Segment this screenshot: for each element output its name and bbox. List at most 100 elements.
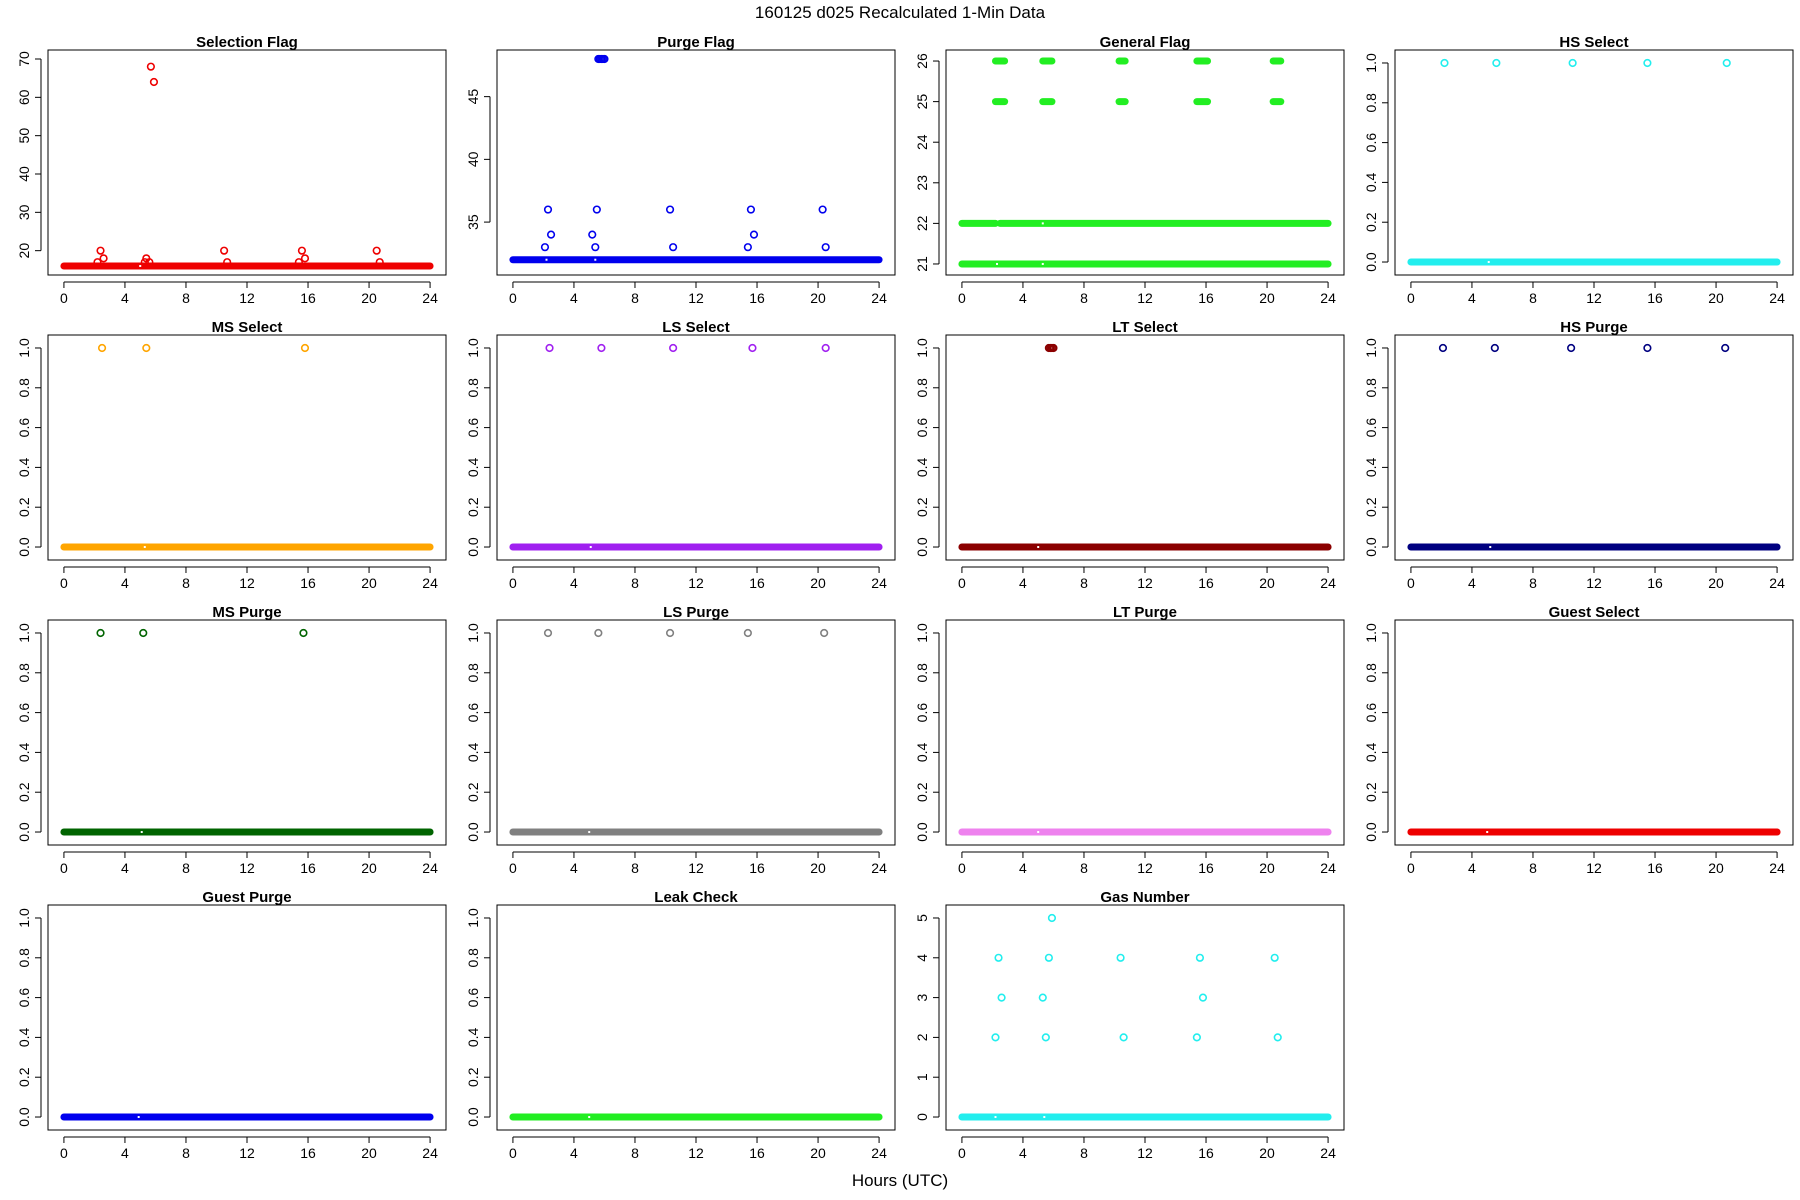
y-tick-label: 0.4 (16, 457, 32, 477)
data-point (142, 343, 151, 353)
data-point (1116, 953, 1125, 962)
data-point (748, 343, 757, 353)
x-tick-label: 20 (810, 290, 826, 306)
x-tick-label: 0 (509, 290, 517, 306)
x-tick-label: 16 (1198, 1145, 1214, 1161)
data-point (543, 205, 553, 214)
x-tick-label: 20 (361, 1145, 377, 1161)
x-tick-label: 16 (300, 575, 316, 591)
y-tick-label: 0.8 (16, 663, 32, 683)
x-tick-label: 12 (1137, 1145, 1153, 1161)
x-tick-label: 8 (1529, 860, 1537, 876)
y-tick-label: 0.4 (465, 457, 481, 477)
x-tick-label: 24 (1769, 860, 1785, 876)
y-tick-label: 0.6 (16, 418, 32, 438)
data-point (294, 258, 303, 267)
chart-panel: LT Select 0 4 8 12 16 20 24 0.0 0.2 0.4 0.6 0.8 1.0 (914, 319, 1345, 591)
x-tick-label: 8 (1529, 290, 1537, 306)
panel-title: Gas Number (1100, 889, 1189, 906)
chart-panel: Purge Flag 0 4 8 12 16 20 24 35 40 45 (465, 34, 896, 306)
x-tick-label: 24 (1769, 290, 1785, 306)
y-tick-label: 0.2 (16, 497, 32, 517)
y-tick-label: 1.0 (16, 338, 32, 358)
data-point (1273, 1033, 1282, 1042)
y-tick-label: 5 (914, 914, 930, 922)
y-tick-label: 0.4 (465, 742, 481, 762)
y-tick-label: 26 (914, 53, 930, 69)
chart-panel: MS Select 0 4 8 12 16 20 24 0.0 0.2 0.4 0.6 0.8 1.0 (16, 319, 447, 591)
x-tick-label: 4 (1468, 860, 1476, 876)
data-point (818, 205, 827, 214)
x-tick-label: 16 (300, 860, 316, 876)
x-tick-label: 16 (749, 860, 765, 876)
plot-frame (1394, 49, 1794, 276)
data-point (297, 246, 307, 255)
data-point (669, 343, 678, 353)
x-tick-label: 12 (1137, 290, 1153, 306)
y-tick-label: 2 (914, 1033, 930, 1041)
x-tick-label: 0 (1407, 860, 1415, 876)
data-point (99, 254, 108, 263)
x-tick-label: 8 (182, 1145, 190, 1161)
x-tick-label: 20 (361, 290, 377, 306)
x-tick-label: 24 (871, 860, 887, 876)
x-tick-label: 8 (182, 290, 190, 306)
data-point (375, 258, 384, 267)
chart-panel: Guest Purge 0 4 8 12 16 20 24 0.0 0.2 0.4 0.6 0.8 1.0 (16, 889, 447, 1161)
x-tick-label: 20 (1259, 860, 1275, 876)
y-tick-label: 0.8 (465, 663, 481, 683)
data-point (1270, 953, 1279, 962)
y-tick-label: 0.4 (16, 742, 32, 762)
x-tick-label: 8 (1080, 860, 1088, 876)
x-tick-label: 12 (1586, 575, 1602, 591)
x-tick-label: 12 (239, 860, 255, 876)
x-tick-label: 4 (121, 575, 129, 591)
x-tick-label: 20 (1708, 575, 1724, 591)
x-tick-label: 20 (810, 575, 826, 591)
y-tick-label: 0.6 (1363, 418, 1379, 438)
chart-panel: LS Select 0 4 8 12 16 20 24 0.0 0.2 0.4 0.6 0.8 1.0 (465, 319, 896, 591)
x-tick-label: 24 (871, 290, 887, 306)
y-tick-label: 1.0 (1363, 338, 1379, 358)
chart-panel: Guest Select 0 4 8 12 16 20 24 0.0 0.2 0.4 0.6 0.8 1.… (1363, 604, 1794, 876)
y-tick-label: 0.2 (16, 782, 32, 802)
data-point (820, 628, 829, 638)
y-tick-label: 0.8 (16, 378, 32, 398)
y-tick-label: 4 (914, 954, 930, 962)
y-tick-label: 40 (16, 166, 32, 182)
data-point (146, 62, 155, 71)
x-tick-label: 20 (1708, 290, 1724, 306)
x-tick-label: 16 (300, 1145, 316, 1161)
data-point (372, 246, 381, 255)
y-tick-label: 60 (16, 89, 32, 105)
chart-panel: General Flag 0 4 8 12 16 20 24 21 22 23 24 25 26 (914, 34, 1345, 306)
y-tick-label: 1.0 (465, 623, 481, 643)
x-tick-label: 16 (1647, 575, 1663, 591)
data-point (96, 246, 105, 255)
y-tick-label: 0.6 (1363, 703, 1379, 723)
y-tick-label: 20 (16, 243, 32, 259)
panel-title: Guest Purge (202, 889, 291, 906)
data-point (1643, 343, 1652, 353)
x-tick-label: 0 (509, 1145, 517, 1161)
x-tick-label: 20 (361, 575, 377, 591)
x-tick-label: 0 (1407, 290, 1415, 306)
x-tick-label: 4 (1019, 1145, 1027, 1161)
x-tick-label: 16 (1647, 290, 1663, 306)
y-tick-label: 0.8 (1363, 663, 1379, 683)
x-tick-label: 24 (1320, 1145, 1336, 1161)
x-tick-label: 0 (60, 860, 68, 876)
x-tick-label: 24 (422, 860, 438, 876)
x-tick-label: 0 (958, 1145, 966, 1161)
y-tick-label: 0.6 (465, 703, 481, 723)
x-tick-label: 8 (631, 575, 639, 591)
data-point (746, 205, 756, 214)
panel-title: Selection Flag (196, 34, 298, 51)
y-tick-label: 0.2 (16, 1067, 32, 1087)
x-tick-label: 4 (1468, 290, 1476, 306)
plot-frame (47, 334, 447, 561)
y-tick-label: 0.0 (1363, 537, 1379, 557)
